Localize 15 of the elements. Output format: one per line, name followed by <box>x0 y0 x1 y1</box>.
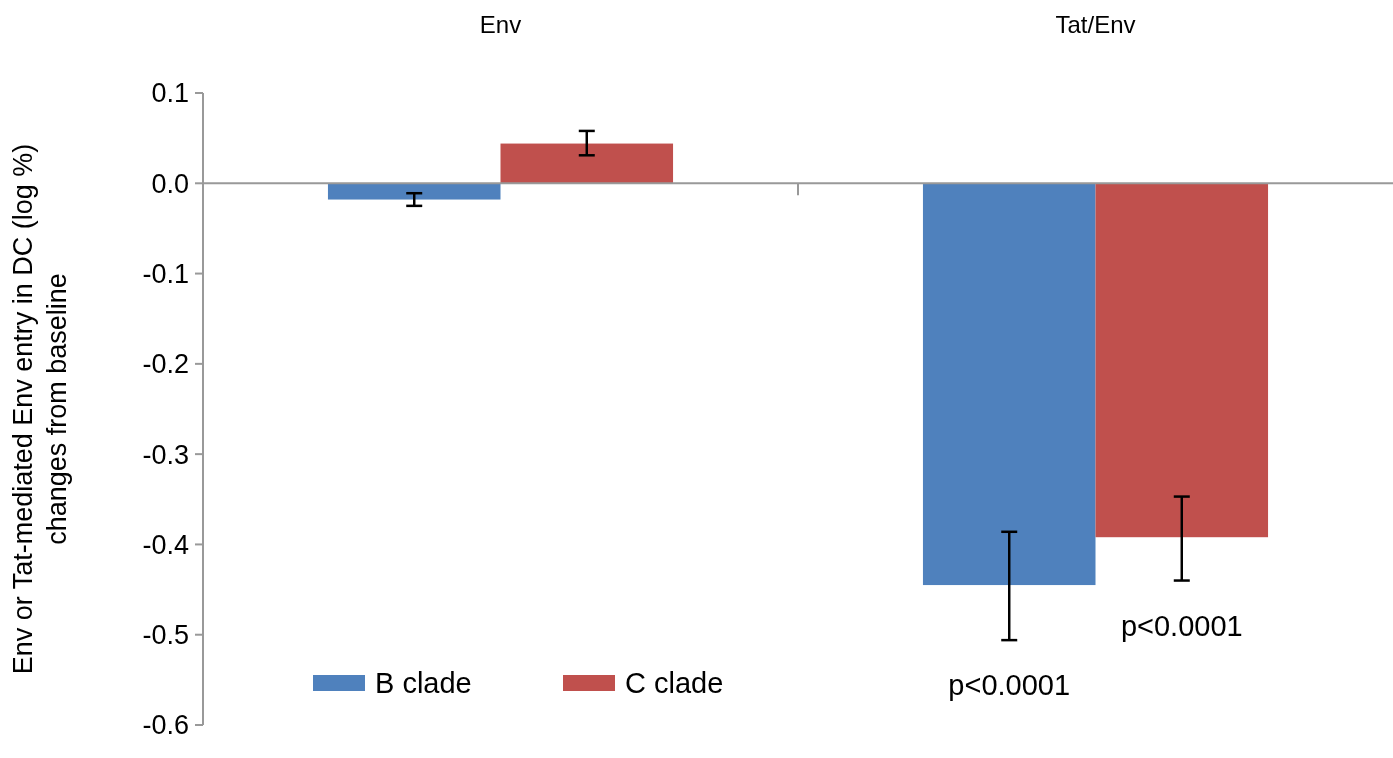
y-tick-label: -0.3 <box>142 439 189 470</box>
y-tick-label: -0.2 <box>142 349 189 380</box>
x-tick-label: Tat/Env <box>1055 11 1136 38</box>
y-axis-title: Env or Tat-mediated Env entry in DC (log %) changes from baseline <box>8 143 72 675</box>
y-tick-label: 0.0 <box>151 168 189 199</box>
y-tick-label: 0.1 <box>151 78 189 109</box>
y-tick-label: -0.5 <box>142 620 189 651</box>
annotation: p<0.0001 <box>1120 609 1243 642</box>
x-tick-label: Env <box>479 11 522 38</box>
legend-label: C clade <box>625 667 724 700</box>
y-tick-label: -0.6 <box>142 710 189 741</box>
legend-label: B clade <box>375 667 472 700</box>
y-tick-label: -0.4 <box>142 529 189 560</box>
annotation: p<0.0001 <box>948 669 1071 702</box>
y-tick-label: -0.1 <box>142 259 189 290</box>
